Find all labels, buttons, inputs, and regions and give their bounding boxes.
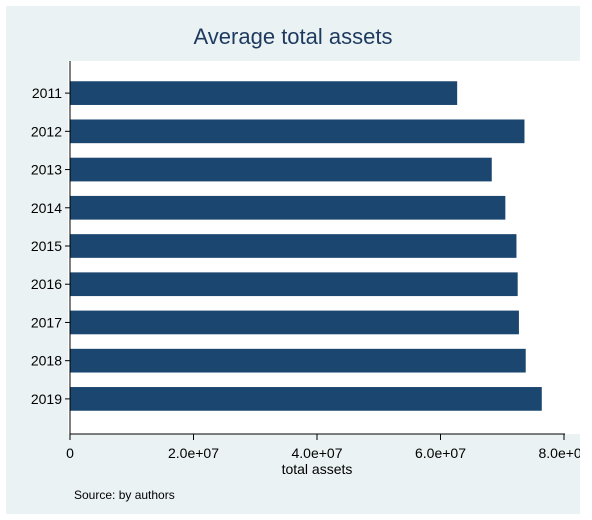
y-tick-label: 2013 [31, 162, 62, 178]
bar-2015 [70, 234, 517, 258]
y-tick-label: 2016 [31, 276, 62, 292]
bar-2017 [70, 310, 519, 335]
source-note: Source: by authors [74, 488, 175, 502]
bar-2014 [70, 195, 506, 220]
x-tick-label: 6.0e+07 [415, 445, 466, 461]
x-tick-label: 8.0e+07 [539, 445, 581, 461]
x-tick-label: 2.0e+07 [168, 445, 219, 461]
y-tick-label: 2012 [31, 123, 62, 139]
y-tick-label: 2017 [31, 314, 62, 330]
x-tick-label: 4.0e+07 [292, 445, 343, 461]
y-tick-label: 2014 [31, 200, 62, 216]
y-tick-label: 2011 [32, 85, 62, 101]
y-tick-label: 2015 [31, 238, 62, 254]
bar-2011 [70, 81, 458, 105]
chart-svg: 2011 2012 2013 2014 2015 2016 2017 2018 2019 0 2.… [31, 61, 581, 477]
bar-2016 [70, 272, 518, 297]
bar-2019 [70, 387, 542, 411]
chart-title: Average total assets [193, 24, 393, 49]
bar-2018 [70, 348, 526, 373]
x-tick-label: 0 [66, 445, 74, 461]
bar-2012 [70, 119, 525, 144]
y-tick-label: 2018 [31, 353, 62, 369]
chart-figure: Average total assets 2011 2012 2013 2014 201… [6, 6, 580, 514]
bar-2013 [70, 157, 492, 182]
x-axis-label: total assets [282, 461, 353, 477]
y-tick-label: 2019 [31, 391, 62, 407]
